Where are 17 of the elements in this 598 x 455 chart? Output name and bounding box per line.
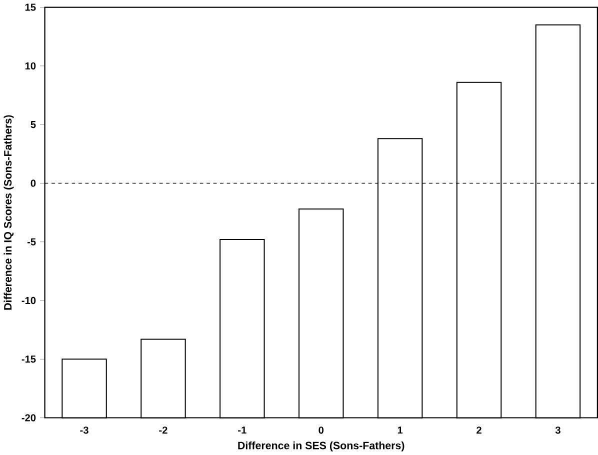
x-tick-label: 3 (555, 426, 560, 434)
x-tick-label: 0 (318, 426, 324, 434)
y-tick-label: -5 (27, 238, 36, 246)
x-tick-label: 1 (398, 426, 403, 434)
y-tick-label: 10 (25, 62, 36, 70)
x-axis-title: Difference in SES (Sons-Fathers) (238, 441, 404, 452)
x-tick-label: -1 (238, 426, 246, 434)
y-tick-label: -15 (22, 356, 36, 363)
y-tick-label: -20 (22, 414, 36, 422)
y-tick-label: 0 (30, 180, 36, 187)
y-tick-label: 5 (30, 120, 36, 128)
y-tick-label: -10 (22, 296, 36, 304)
y-axis-title: Difference in IQ Scores (Sons-Fathers) (4, 115, 14, 310)
x-tick-label: -3 (80, 426, 88, 434)
x-tick-label: -2 (159, 426, 168, 434)
x-tick-label: 2 (476, 426, 482, 434)
y-tick-label: 15 (25, 4, 36, 11)
